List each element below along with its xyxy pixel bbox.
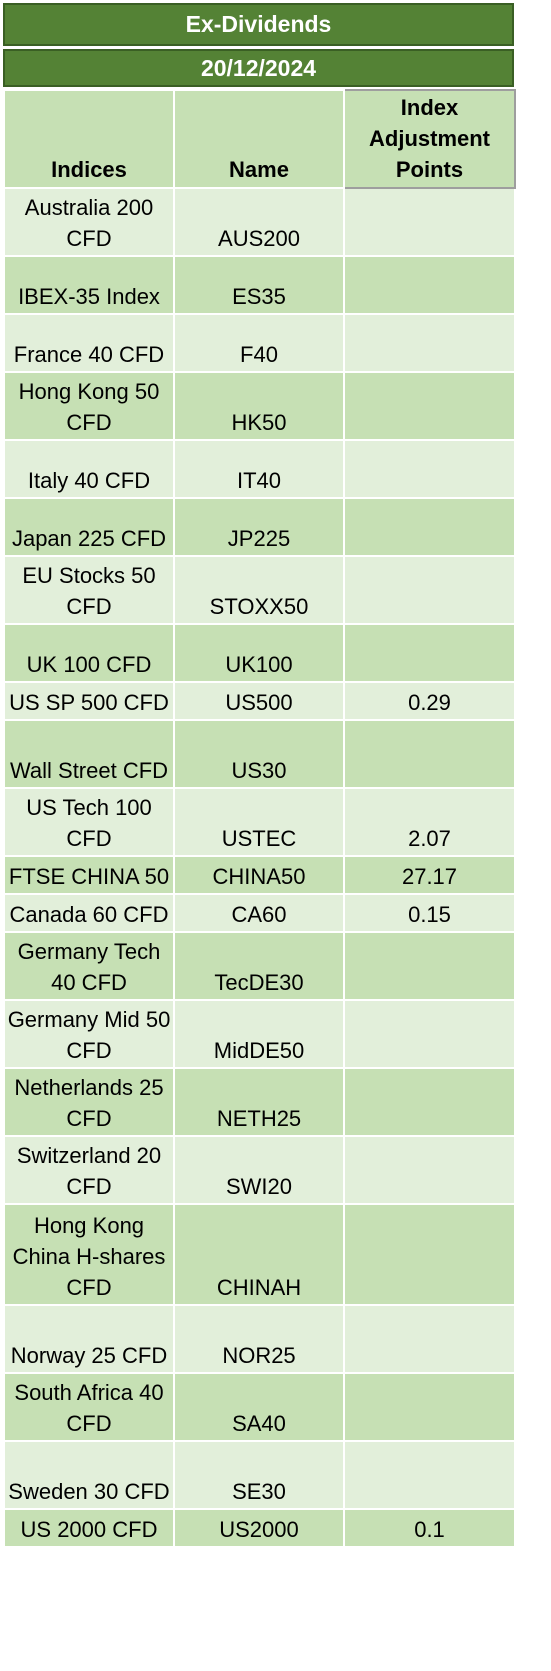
table-row: Sweden 30 CFD SE30 [3,1440,516,1510]
name-cell: US30 [173,719,345,789]
adjustment-points-cell: 0.15 [343,893,516,933]
table-row: EU Stocks 50 CFD STOXX50 [3,555,516,625]
table-row: Italy 40 CFD IT40 [3,439,516,499]
name-cell: NOR25 [173,1304,345,1374]
table-row: Australia 200 CFD AUS200 [3,187,516,257]
name-cell: TecDE30 [173,931,345,1001]
table-row: UK 100 CFD UK100 [3,623,516,683]
adjustment-points-cell: 0.29 [343,681,516,721]
index-cell: IBEX-35 Index [3,255,175,315]
index-cell: Hong Kong 50 CFD [3,371,175,441]
adjustment-points-cell [343,555,516,625]
index-cell: US 2000 CFD [3,1508,175,1548]
name-cell: NETH25 [173,1067,345,1137]
index-cell: Netherlands 25 CFD [3,1067,175,1137]
adjustment-points-cell [343,497,516,557]
table-row: Hong Kong 50 CFD HK50 [3,371,516,441]
index-cell: Wall Street CFD [3,719,175,789]
adjustment-points-cell [343,1304,516,1374]
index-cell: Hong Kong China H-shares CFD [3,1203,175,1306]
header-indices: Indices [3,89,175,189]
adjustment-points-cell [343,1067,516,1137]
table-row: Germany Mid 50 CFD MidDE50 [3,999,516,1069]
table-row: FTSE CHINA 50 CHINA50 27.17 [3,855,516,895]
table-row: US 2000 CFD US2000 0.1 [3,1508,516,1548]
table-row: France 40 CFD F40 [3,313,516,373]
name-cell: CHINA50 [173,855,345,895]
adjustment-points-cell [343,1440,516,1510]
table-row: Canada 60 CFD CA60 0.15 [3,893,516,933]
ex-dividends-sheet: Ex-Dividends 20/12/2024 Indices Name Ind… [3,3,516,1548]
adjustment-points-cell [343,999,516,1069]
index-cell: Germany Mid 50 CFD [3,999,175,1069]
table-row: US SP 500 CFD US500 0.29 [3,681,516,721]
index-cell: FTSE CHINA 50 [3,855,175,895]
adjustment-points-cell [343,719,516,789]
table-row: Japan 225 CFD JP225 [3,497,516,557]
name-cell: JP225 [173,497,345,557]
index-cell: Norway 25 CFD [3,1304,175,1374]
adjustment-points-cell [343,1203,516,1306]
adjustment-points-cell [343,1372,516,1442]
adjustment-points-cell [343,371,516,441]
sheet-date: 20/12/2024 [3,49,514,87]
name-cell: SE30 [173,1440,345,1510]
name-cell: HK50 [173,371,345,441]
adjustment-points-cell [343,439,516,499]
sheet-title: Ex-Dividends [3,3,514,46]
header-name: Name [173,89,345,189]
table-row: Norway 25 CFD NOR25 [3,1304,516,1374]
index-cell: South Africa 40 CFD [3,1372,175,1442]
name-cell: IT40 [173,439,345,499]
name-cell: AUS200 [173,187,345,257]
index-cell: Canada 60 CFD [3,893,175,933]
dividends-table: Indices Name Index Adjustment Points Aus… [3,89,516,1548]
index-cell: Switzerland 20 CFD [3,1135,175,1205]
name-cell: UK100 [173,623,345,683]
table-row: Netherlands 25 CFD NETH25 [3,1067,516,1137]
name-cell: USTEC [173,787,345,857]
index-cell: Sweden 30 CFD [3,1440,175,1510]
adjustment-points-cell [343,187,516,257]
index-cell: Japan 225 CFD [3,497,175,557]
table-row: Wall Street CFD US30 [3,719,516,789]
index-cell: UK 100 CFD [3,623,175,683]
index-cell: US SP 500 CFD [3,681,175,721]
table-row: Hong Kong China H-shares CFD CHINAH [3,1203,516,1306]
index-cell: EU Stocks 50 CFD [3,555,175,625]
index-cell: Germany Tech 40 CFD [3,931,175,1001]
table-row: South Africa 40 CFD SA40 [3,1372,516,1442]
adjustment-points-cell: 0.1 [343,1508,516,1548]
adjustment-points-cell [343,313,516,373]
name-cell: MidDE50 [173,999,345,1069]
index-cell: France 40 CFD [3,313,175,373]
table-header-row: Indices Name Index Adjustment Points [3,89,516,189]
adjustment-points-cell [343,255,516,315]
index-cell: US Tech 100 CFD [3,787,175,857]
table-row: IBEX-35 Index ES35 [3,255,516,315]
adjustment-points-cell [343,623,516,683]
name-cell: CHINAH [173,1203,345,1306]
name-cell: ES35 [173,255,345,315]
adjustment-points-cell: 2.07 [343,787,516,857]
name-cell: SA40 [173,1372,345,1442]
adjustment-points-cell: 27.17 [343,855,516,895]
adjustment-points-cell [343,931,516,1001]
name-cell: US500 [173,681,345,721]
name-cell: US2000 [173,1508,345,1548]
table-body: Australia 200 CFD AUS200 IBEX-35 Index ES35… [3,187,516,1548]
index-cell: Italy 40 CFD [3,439,175,499]
index-cell: Australia 200 CFD [3,187,175,257]
name-cell: F40 [173,313,345,373]
table-row: Switzerland 20 CFD SWI20 [3,1135,516,1205]
header-adjustment-points: Index Adjustment Points [343,89,516,189]
name-cell: SWI20 [173,1135,345,1205]
table-row: Germany Tech 40 CFD TecDE30 [3,931,516,1001]
name-cell: STOXX50 [173,555,345,625]
name-cell: CA60 [173,893,345,933]
table-row: US Tech 100 CFD USTEC 2.07 [3,787,516,857]
adjustment-points-cell [343,1135,516,1205]
